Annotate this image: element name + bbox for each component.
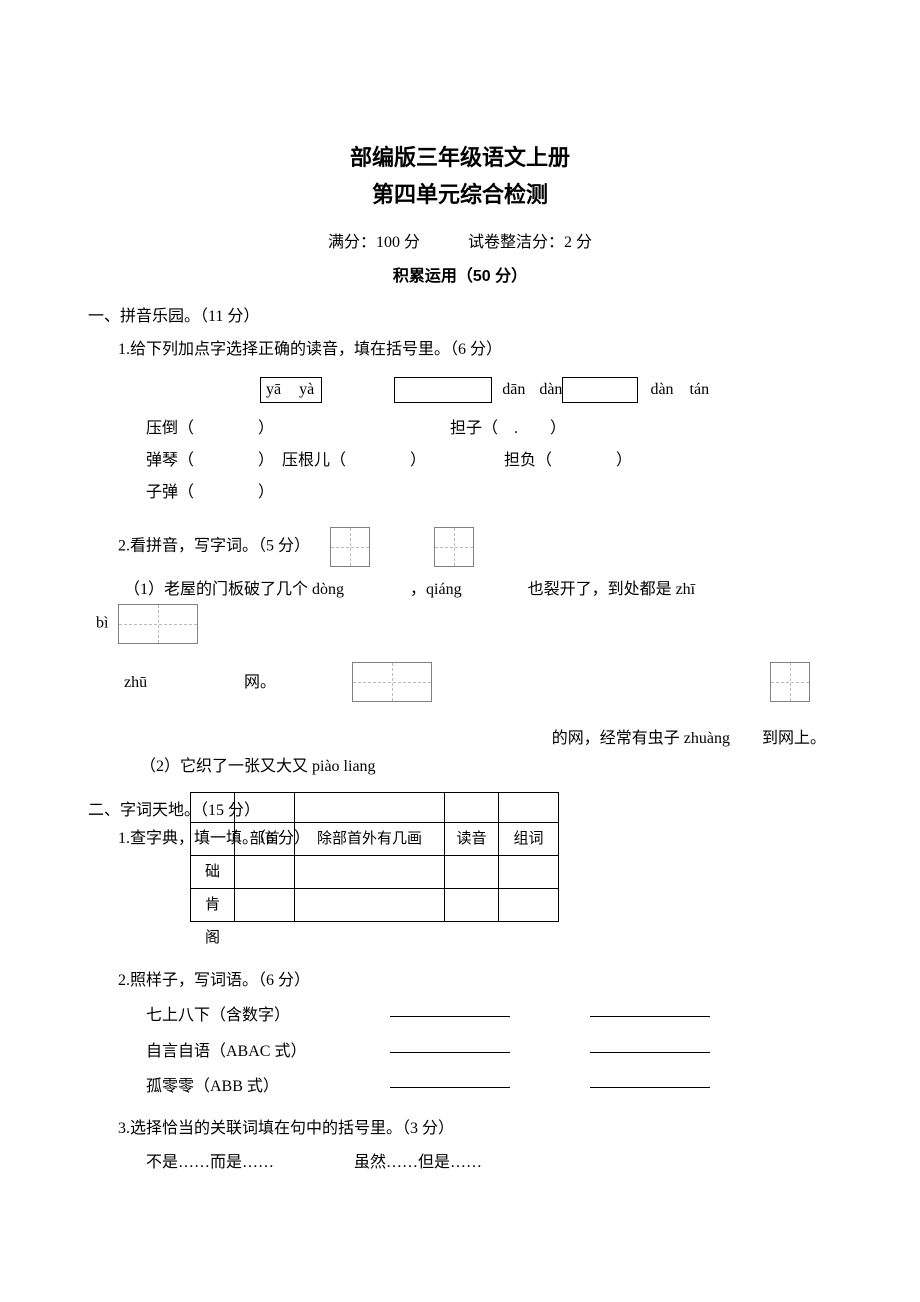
cell xyxy=(235,888,295,921)
blank-line xyxy=(390,1039,510,1053)
word-row-1: 压倒（ ） 担子（ . ） xyxy=(146,413,830,445)
pinyin-box-3 xyxy=(562,377,638,403)
blank-line xyxy=(590,1003,710,1017)
cell-char-2: 肯 xyxy=(191,888,235,921)
q1-2-label: 2.看拼音，写字词。（5 分） xyxy=(118,537,310,554)
cell xyxy=(445,855,499,888)
q2-3: 3.选择恰当的关联词填在句中的括号里。（3 分） xyxy=(118,1116,830,1142)
word-danzi: 担子（ . ） xyxy=(450,420,566,437)
th-2 xyxy=(295,792,445,822)
word-danfu: 担负（ ） xyxy=(504,452,632,469)
q2-2-row-1: 七上八下（含数字） xyxy=(146,1003,830,1029)
word-row-2: 弹琴（ ） 压根儿（ ） 担负（ ） xyxy=(146,445,830,477)
pinyin-3a: dàn xyxy=(650,377,673,403)
cell xyxy=(295,888,445,921)
word-yadao: 压倒（ ） xyxy=(146,413,446,445)
q1-2-bi-row: bì xyxy=(96,604,830,644)
cell xyxy=(235,855,295,888)
q1-2-line1-mid: ，qiáng xyxy=(410,577,462,603)
word-row-3: 子弹（ ） xyxy=(146,477,830,509)
cell xyxy=(235,921,295,954)
q2-2-item-3: 孤零零（ABB 式） xyxy=(146,1074,326,1100)
q1-major: 一、拼音乐园。（11 分） xyxy=(88,304,830,330)
th-3 xyxy=(445,792,499,822)
word-zidan: 子弹（ ） xyxy=(146,484,274,501)
cell-char-1: 础 xyxy=(191,855,235,888)
q1-2-bi: bì xyxy=(96,615,108,632)
word-tanqin: 弹琴（ ） xyxy=(146,445,278,477)
table-row: 础 xyxy=(191,855,559,888)
tian-grid xyxy=(770,662,810,702)
q2-2-item-1: 七上八下（含数字） xyxy=(146,1003,326,1029)
doc-title-2: 第四单元综合检测 xyxy=(90,177,830,212)
blank-line xyxy=(390,1074,510,1088)
section-head: 积累运用（50 分） xyxy=(90,264,830,290)
cell-char-3: 阁 xyxy=(191,921,235,954)
table-row: 肯 xyxy=(191,888,559,921)
cell xyxy=(499,888,559,921)
th-strokes: 除部首外有几画 xyxy=(295,822,445,855)
th-4 xyxy=(499,792,559,822)
tian-grid-wide xyxy=(352,662,432,702)
word-yagener: 压根儿（ ） xyxy=(282,445,500,477)
q1-2-line1: （1）老屋的门板破了几个 dòng ，qiáng 也裂开了，到处都是 zhī xyxy=(124,577,830,603)
cell xyxy=(499,921,559,954)
q1-2-line2-left: （2）它织了一张又大又 piào liang xyxy=(140,754,830,780)
q1-2-zhu: zhū xyxy=(124,670,180,696)
tian-grid xyxy=(434,527,474,567)
q1-2-wang: 网。 xyxy=(244,670,276,696)
blank-line xyxy=(590,1074,710,1088)
doc-title-1: 部编版三年级语文上册 xyxy=(90,140,830,175)
pinyin-1a: yā xyxy=(266,377,281,403)
q1-2-line2-right: 的网，经常有虫子 zhuàng 到网上。 xyxy=(124,726,830,752)
q2-1: 1.查字典，填一填。（6 分） xyxy=(118,826,310,852)
q1-2: 2.看拼音，写字词。（5 分） xyxy=(118,527,830,567)
q2-3-options: 不是……而是…… 虽然……但是…… xyxy=(146,1150,830,1176)
th-duyin: 读音 xyxy=(445,822,499,855)
blank-line xyxy=(590,1039,710,1053)
pinyin-box-2 xyxy=(394,377,492,403)
th-zuci: 组词 xyxy=(499,822,559,855)
q2-2-item-2: 自言自语（ABAC 式） xyxy=(146,1039,326,1065)
q1-2-line1-post: 也裂开了，到处都是 zhī xyxy=(528,577,696,603)
cell xyxy=(295,855,445,888)
q2-major: 二、字词天地。（15 分） xyxy=(88,798,260,824)
blank-line xyxy=(390,1003,510,1017)
q1-1: 1.给下列加点字选择正确的读音，填在括号里。（6 分） xyxy=(118,337,830,363)
q1-2-zhu-row: zhū 网。 xyxy=(124,662,830,702)
pinyin-2a: dān xyxy=(502,377,525,403)
q1-2-line2-right-text: 的网，经常有虫子 zhuàng 到网上。 xyxy=(552,730,826,747)
q2-2-row-2: 自言自语（ABAC 式） xyxy=(146,1039,830,1065)
cell xyxy=(445,921,499,954)
q2-2: 2.照样子，写词语。（6 分） xyxy=(118,968,830,994)
pinyin-row: yā yà dān dàn dàn tán xyxy=(260,377,830,403)
cell xyxy=(445,888,499,921)
pinyin-3b: tán xyxy=(690,377,710,403)
score-line: 满分：100 分 试卷整洁分：2 分 xyxy=(90,230,830,256)
tian-grid xyxy=(330,527,370,567)
pinyin-2b: dàn xyxy=(539,377,562,403)
q2-area: 二、字词天地。（15 分） 1.查字典，填一填。（6 分） 部首 除部首外有几画… xyxy=(90,792,830,954)
q2-2-row-3: 孤零零（ABB 式） xyxy=(146,1074,830,1100)
pinyin-1b: yà xyxy=(299,377,314,403)
tian-grid-wide xyxy=(118,604,198,644)
cell xyxy=(295,921,445,954)
q1-2-line2-left-text: （2）它织了一张又大又 piào liang xyxy=(140,758,376,775)
q1-2-line1-pre: （1）老屋的门板破了几个 dòng xyxy=(124,577,344,603)
title-block: 部编版三年级语文上册 第四单元综合检测 xyxy=(90,140,830,212)
cell xyxy=(499,855,559,888)
table-row: 阁 xyxy=(191,921,559,954)
